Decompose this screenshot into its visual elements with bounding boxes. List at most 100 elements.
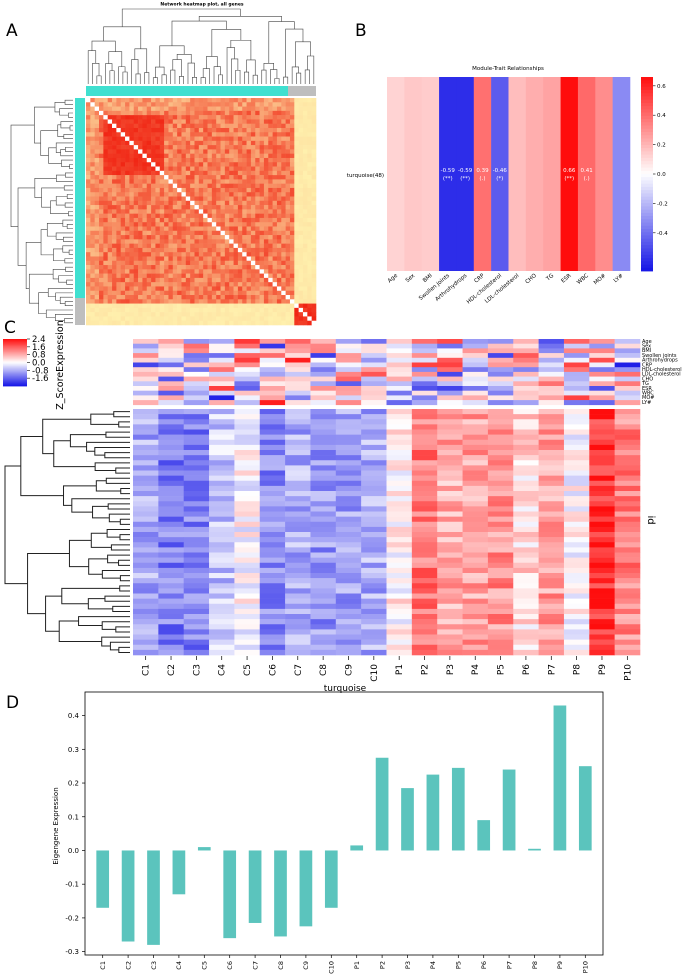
network-heatmap-cell <box>242 299 247 304</box>
network-heatmap-cell <box>172 222 178 227</box>
network-heatmap-cell <box>168 123 174 129</box>
network-heatmap-cell <box>224 273 230 279</box>
network-heatmap-cell <box>194 153 200 159</box>
network-heatmap-cell <box>86 316 91 322</box>
network-heatmap-cell <box>168 98 174 103</box>
network-heatmap-cell <box>138 166 143 172</box>
network-heatmap-cell <box>242 235 247 240</box>
network-heatmap-cell <box>311 320 317 326</box>
network-heatmap-cell <box>90 123 95 129</box>
network-heatmap-cell <box>242 230 247 236</box>
network-heatmap-cell <box>246 140 252 146</box>
zscore-legend-segment <box>3 375 27 378</box>
module-trait-cell <box>595 77 613 271</box>
network-heatmap-cell <box>164 260 169 266</box>
network-heatmap-cell <box>112 179 117 184</box>
module-trait-colorbar-segment <box>641 254 653 259</box>
network-heatmap-cell <box>194 226 200 232</box>
network-heatmap-cell <box>90 269 95 274</box>
trait-annotation-cell <box>538 367 565 373</box>
zscore-heatmap-cell <box>133 506 159 512</box>
network-heatmap-cell <box>242 200 247 206</box>
network-heatmap-cell <box>112 209 117 214</box>
network-heatmap-cell <box>268 106 273 112</box>
network-heatmap-cell <box>233 230 239 236</box>
network-heatmap-cell <box>133 145 139 150</box>
network-heatmap-cell <box>99 312 104 317</box>
network-heatmap-cell <box>268 175 273 180</box>
zscore-heatmap-cell <box>411 506 438 512</box>
network-heatmap-cell <box>151 209 156 214</box>
zscore-heatmap-cell <box>614 649 641 656</box>
zscore-heatmap-cell <box>462 424 489 430</box>
network-heatmap-cell <box>107 235 113 240</box>
zscore-heatmap-cell <box>614 470 641 476</box>
network-heatmap-cell <box>151 299 156 304</box>
network-heatmap-cell <box>99 265 104 270</box>
network-heatmap-cell <box>94 205 100 210</box>
zscore-heatmap-cell <box>158 578 184 584</box>
zscore-heatmap-cell <box>285 501 311 507</box>
network-heatmap-cell <box>198 235 204 240</box>
zscore-heatmap-cell <box>234 537 261 543</box>
trait-annotation-cell <box>513 390 539 396</box>
zscore-heatmap-cell <box>209 526 235 533</box>
zscore-heatmap-cell <box>487 588 514 594</box>
network-heatmap-cell <box>177 312 182 317</box>
trait-annotation-cell <box>614 357 641 363</box>
trait-annotation-cell <box>386 353 413 359</box>
network-heatmap-cell <box>242 149 247 154</box>
network-heatmap-cell <box>281 252 286 257</box>
network-heatmap-cell <box>216 115 221 120</box>
network-heatmap-cell <box>216 187 221 193</box>
zscore-heatmap-cell <box>513 557 539 564</box>
network-heatmap-cell <box>246 183 252 189</box>
network-heatmap-cell <box>285 252 291 257</box>
network-heatmap-cell <box>185 136 191 142</box>
network-heatmap-cell <box>133 286 139 292</box>
network-heatmap-cell <box>172 312 178 317</box>
network-heatmap-cell <box>177 316 182 322</box>
network-heatmap-cell <box>142 282 148 287</box>
bar-C9 <box>299 850 313 927</box>
network-heatmap-cell <box>281 286 286 292</box>
network-heatmap-cell <box>181 217 187 223</box>
bar-xlabel: P9 <box>556 961 564 969</box>
network-heatmap-cell <box>311 123 317 129</box>
network-heatmap-cell <box>151 157 156 163</box>
network-heatmap-cell <box>216 106 221 112</box>
zscore-heatmap-cell <box>133 516 159 523</box>
network-heatmap-cell <box>146 187 152 193</box>
network-heatmap-cell <box>229 106 234 112</box>
network-heatmap-cell <box>289 217 295 223</box>
network-heatmap-cell <box>190 192 195 197</box>
network-heatmap-cell <box>311 170 317 176</box>
network-heatmap-cell <box>276 110 282 116</box>
network-heatmap-cell <box>198 226 204 232</box>
trait-annotation-cell <box>335 339 362 344</box>
zscore-heatmap-cell <box>487 598 514 605</box>
network-heatmap-cell <box>116 230 122 236</box>
network-heatmap-cell <box>86 175 91 180</box>
zscore-heatmap-cell <box>310 552 337 558</box>
network-heatmap-cell <box>220 162 226 167</box>
network-heatmap-cell <box>233 192 239 197</box>
network-heatmap-cell <box>285 286 291 292</box>
network-heatmap-cell <box>211 153 217 159</box>
network-heatmap-cell <box>112 175 117 180</box>
network-heatmap-cell <box>112 217 117 223</box>
network-heatmap-cell <box>255 170 260 176</box>
network-heatmap-cell <box>285 256 291 262</box>
module-trait-colorbar-segment <box>641 177 653 181</box>
network-heatmap-cell <box>237 256 243 262</box>
network-heatmap-cell <box>107 260 113 266</box>
zscore-heatmap-cell <box>411 608 438 615</box>
network-heatmap-cell <box>220 260 226 266</box>
network-heatmap-cell <box>198 136 204 142</box>
network-heatmap-cell <box>203 282 208 287</box>
zscore-heatmap-cell <box>361 480 387 487</box>
zscore-heatmap-cell <box>209 424 235 430</box>
network-heatmap-cell <box>159 312 165 317</box>
network-heatmap-cell <box>276 239 282 244</box>
